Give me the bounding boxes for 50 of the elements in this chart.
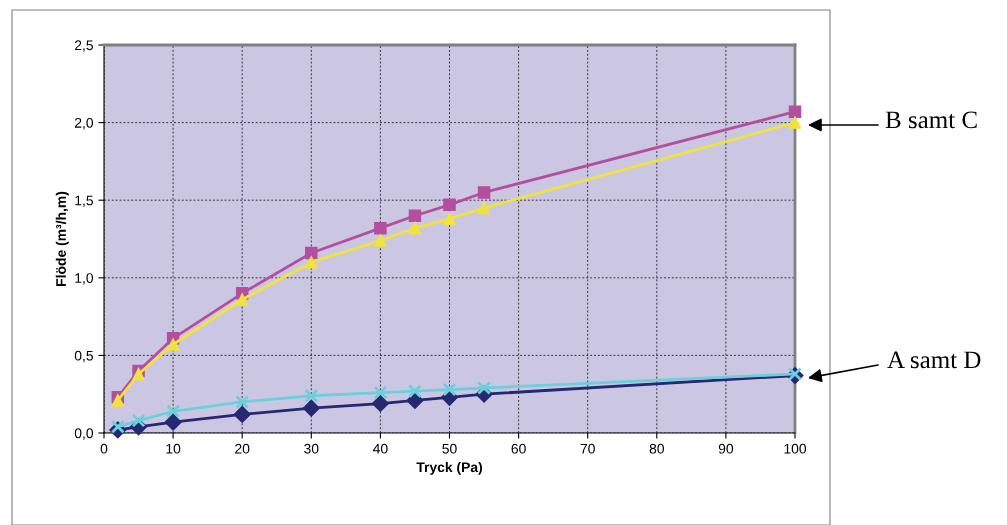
x-tick-label: 70	[580, 443, 595, 454]
point	[408, 384, 422, 399]
text: B samt C	[885, 111, 977, 129]
point	[477, 201, 491, 215]
y-axis-title: Flöde (m³/h,m)	[55, 191, 69, 286]
x-tick-label: 30	[304, 443, 319, 454]
point	[477, 381, 491, 395]
point	[235, 293, 249, 306]
point	[305, 256, 318, 269]
point	[443, 212, 456, 226]
text: A samt D	[887, 351, 981, 369]
point	[788, 105, 802, 118]
point	[374, 234, 387, 247]
point	[110, 419, 125, 434]
point	[302, 399, 320, 417]
point	[442, 382, 457, 397]
point	[443, 198, 456, 212]
point	[477, 186, 491, 199]
y-tick-label: 0,5	[74, 350, 93, 363]
x-tick-label: 40	[373, 443, 388, 454]
point	[408, 221, 422, 235]
point	[374, 221, 387, 235]
point	[373, 385, 388, 400]
point	[406, 391, 424, 409]
point	[305, 246, 318, 260]
point	[788, 367, 802, 381]
y-tick-label: 2,5	[74, 40, 93, 52]
x-tick-label: 90	[718, 443, 734, 454]
y-tick-label: 1,5	[75, 195, 93, 208]
x-tick-label: 20	[235, 443, 250, 454]
y-tick-label: 2,0	[74, 117, 94, 130]
point	[233, 405, 251, 423]
x-tick-label: 60	[511, 443, 526, 454]
point	[371, 394, 389, 413]
point	[166, 338, 180, 351]
x-tick-label: 50	[442, 443, 457, 454]
point	[788, 116, 802, 129]
y-tick-label: 0,0	[74, 428, 94, 440]
x-tick-label: 100	[784, 443, 807, 454]
point	[235, 395, 250, 409]
point	[304, 388, 319, 403]
x-tick-label: 80	[649, 443, 664, 454]
point	[166, 404, 181, 419]
x-tick-label: 0	[100, 443, 108, 454]
x-axis-title: Tryck (Pa)	[416, 461, 483, 475]
y-tick-label: 1,0	[75, 273, 94, 285]
point	[131, 413, 146, 428]
x-tick-label: 10	[166, 443, 181, 454]
point	[408, 209, 422, 222]
point	[164, 413, 182, 431]
